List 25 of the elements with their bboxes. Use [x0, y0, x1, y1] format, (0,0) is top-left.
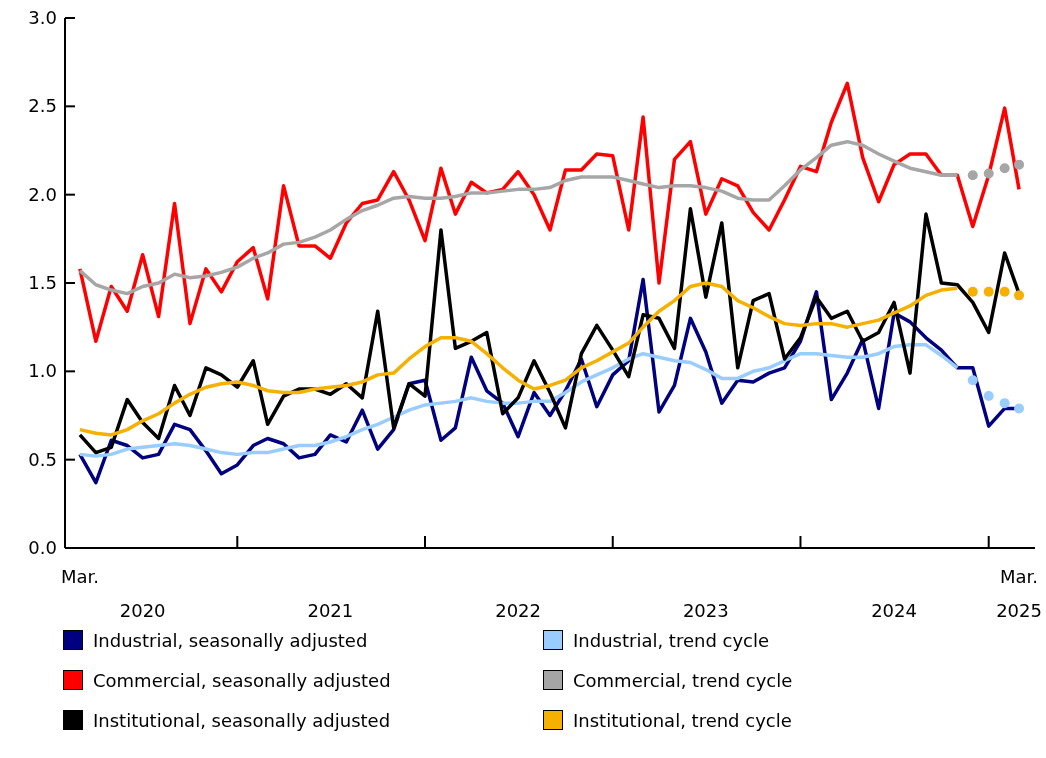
legend-label: Industrial, seasonally adjusted [93, 629, 368, 651]
legend-label: Commercial, trend cycle [573, 669, 793, 691]
x-tick-label: 2021 [307, 600, 354, 621]
y-tick-label: 0.5 [28, 448, 57, 470]
line-series [78, 343, 960, 458]
legend-label: Institutional, trend cycle [573, 709, 792, 731]
y-tick-label: 2.5 [28, 95, 57, 117]
y-tick-label: 2.0 [28, 183, 57, 205]
legend-label: Institutional, seasonally adjusted [93, 709, 391, 731]
x-tick-label: 2020 [119, 600, 166, 621]
line-series [78, 281, 960, 437]
x-tick-label: 2022 [495, 600, 542, 621]
y-tick-label: 3.0 [28, 7, 57, 28]
line-series [78, 139, 960, 296]
legend-label: Commercial, seasonally adjusted [93, 669, 391, 691]
x-tick-label: 2023 [682, 600, 729, 621]
y-tick-label: 1.0 [28, 360, 57, 382]
x-tick-label: 2024 [871, 600, 917, 621]
text: Mar. [60, 566, 99, 587]
y-tick-label: 1.5 [28, 272, 57, 293]
y-tick-label: 0.0 [28, 537, 57, 558]
line-series [78, 81, 1021, 344]
text: Mar. [1000, 566, 1039, 587]
x-tick-label: 2025 [996, 600, 1042, 621]
legend-label: Industrial, trend cycle [573, 629, 770, 651]
